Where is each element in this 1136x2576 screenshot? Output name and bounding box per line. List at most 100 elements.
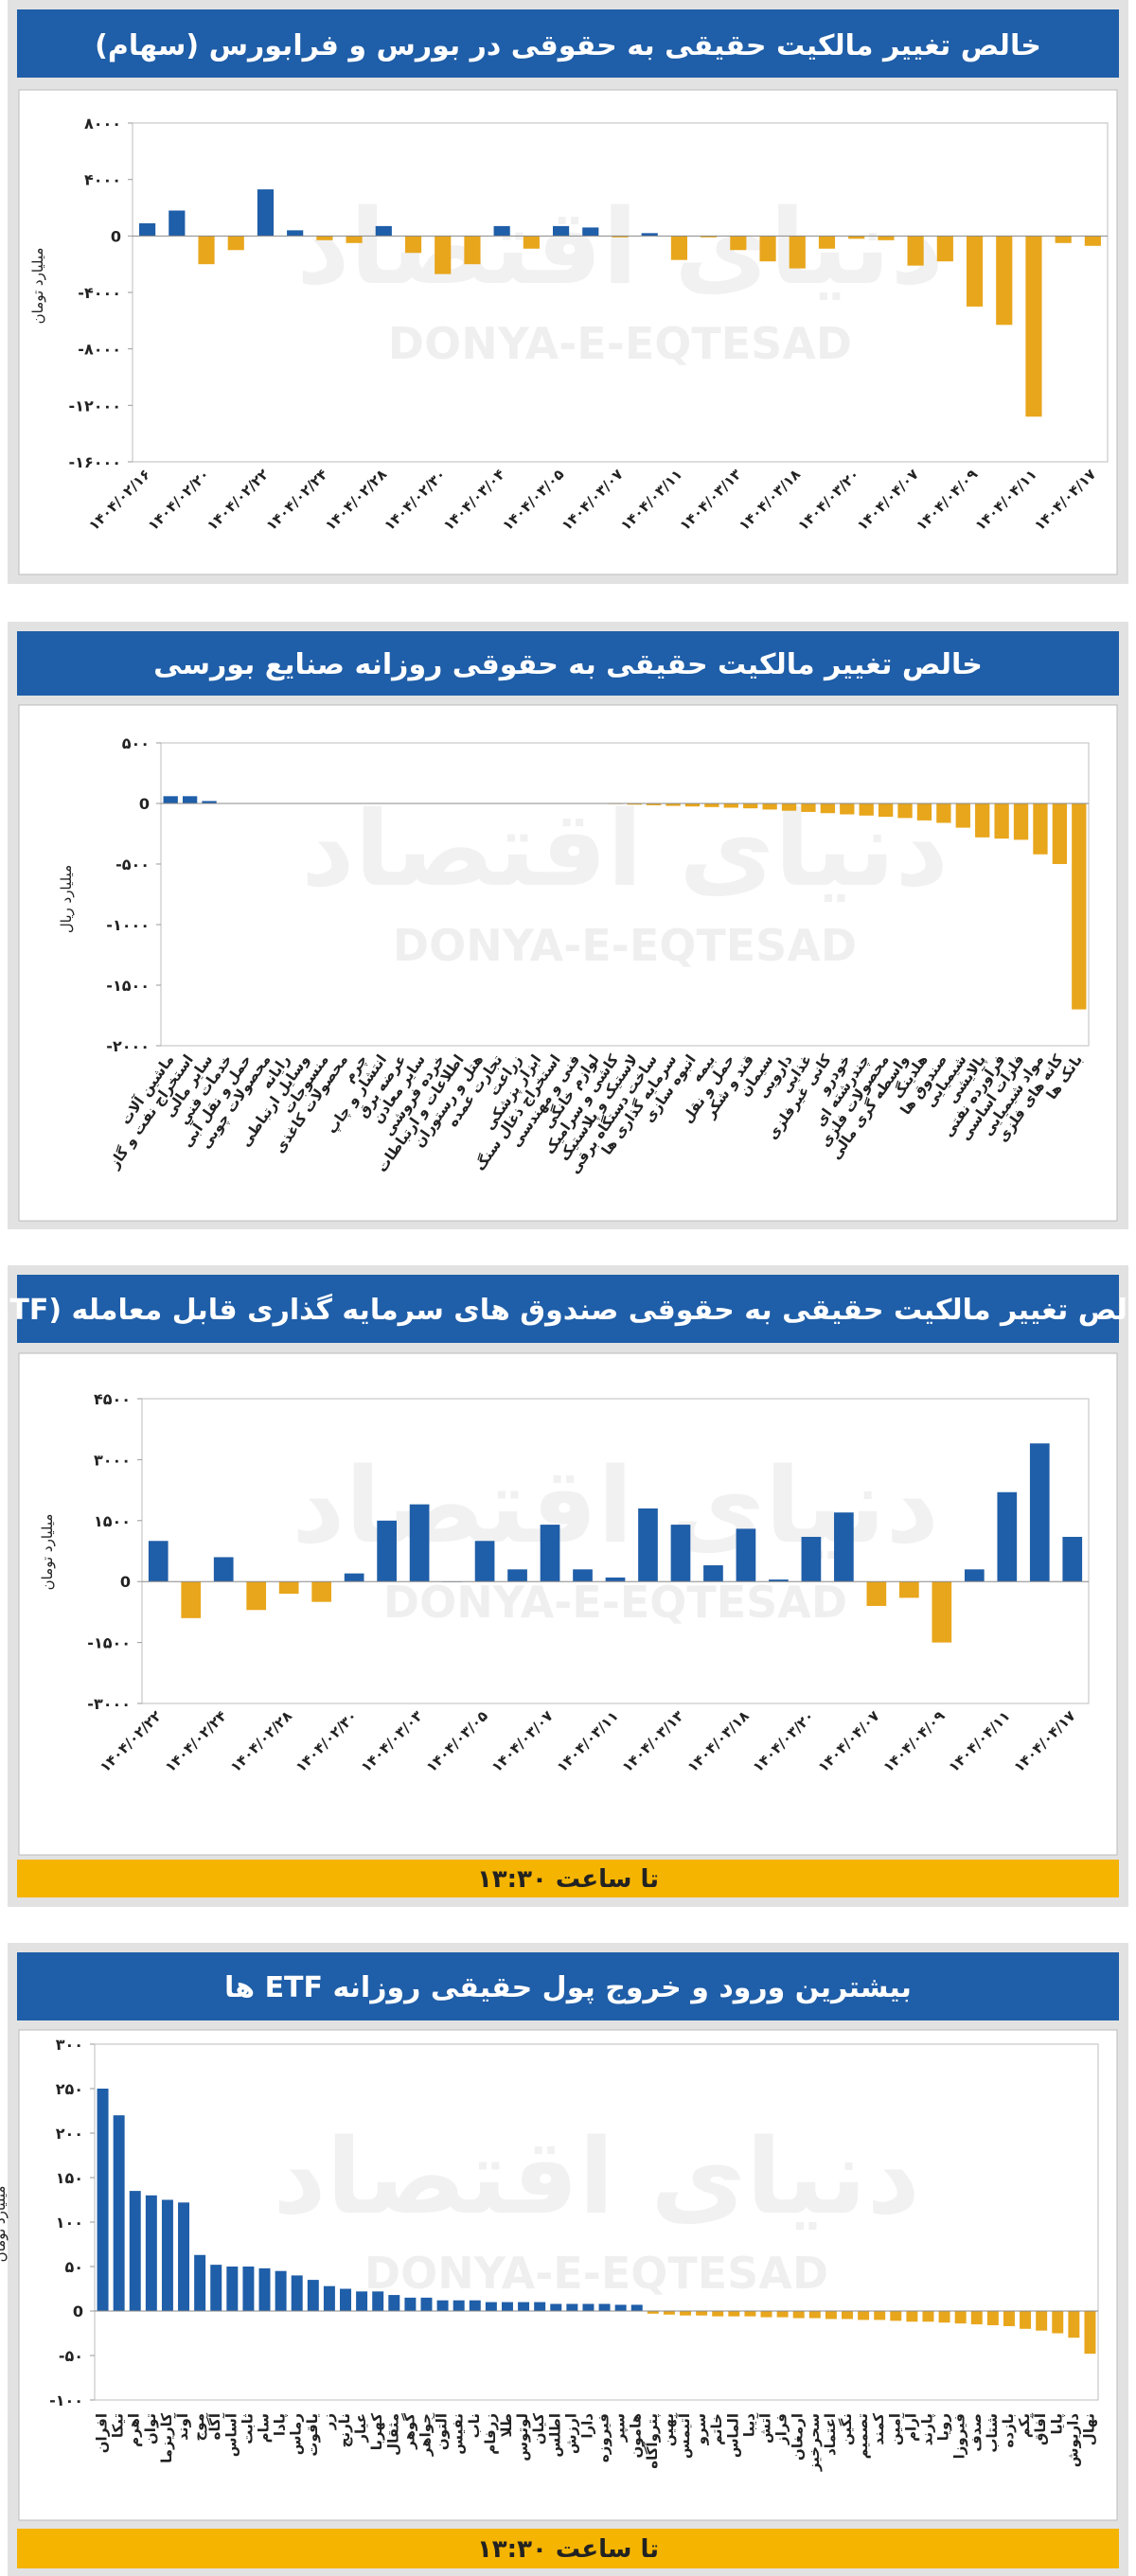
bar [638, 1508, 658, 1582]
bar [744, 2311, 756, 2317]
bar [202, 801, 217, 803]
x-tick-label: آساس [222, 2412, 240, 2457]
x-tick-label: کاریزما [158, 2413, 175, 2463]
y-tick-label: 0 [111, 227, 121, 245]
x-tick-label: مثقال [384, 2413, 401, 2456]
bar [936, 236, 953, 262]
y-tick-label: -۱۰۰۰ [106, 916, 150, 934]
bar [372, 2291, 384, 2311]
bar [1062, 1536, 1083, 1582]
bar [145, 2195, 157, 2311]
bar [760, 2311, 772, 2318]
bar [646, 803, 662, 805]
bar [825, 2311, 837, 2320]
bar [404, 236, 422, 254]
y-tick-label: -۱۵۰۰ [87, 1634, 131, 1652]
bar [344, 1573, 364, 1582]
plot-box [18, 89, 1118, 575]
bar [409, 1504, 430, 1582]
bar [507, 1569, 527, 1582]
bar [258, 2267, 271, 2311]
bar [420, 2297, 433, 2311]
bar [501, 2302, 513, 2311]
bar [859, 803, 874, 816]
watermark: DONYA-E-EQTESAD [364, 2248, 828, 2299]
y-tick-label: -۱۲۰۰۰ [69, 397, 121, 415]
y-tick-label: ۲۵۰ [56, 2080, 83, 2098]
bar [820, 803, 836, 814]
x-tick-label: ناب [466, 2413, 483, 2438]
x-tick-label: طلا [498, 2413, 515, 2438]
y-tick-label: -۱۵۰۰ [106, 977, 150, 995]
bar [627, 803, 642, 805]
x-tick-label: جواهر [417, 2413, 434, 2457]
plot-frame [141, 1398, 1090, 1704]
bar [614, 2304, 627, 2311]
bar [198, 236, 215, 265]
y-tick-label: -۵۰ [59, 2347, 83, 2365]
x-tick-label: آوند [174, 2412, 191, 2441]
bar [1084, 2311, 1096, 2355]
x-tick-label: آلتون [434, 2412, 451, 2450]
bar [858, 2311, 870, 2320]
x-tick-label: آرام [902, 2412, 919, 2442]
x-tick-label: افران [94, 2413, 111, 2453]
bar [518, 2302, 530, 2311]
bar [641, 233, 658, 237]
bar [213, 1557, 234, 1582]
bar [113, 2115, 125, 2311]
bar [612, 236, 629, 238]
x-tick-label: نهال [1080, 2413, 1097, 2445]
y-tick-label: 0 [73, 2303, 83, 2320]
chart-title: بیشترین ورود و خروج پول حقیقی روزانه ETF… [224, 1971, 912, 2004]
bar [163, 796, 178, 803]
bar [997, 1491, 1018, 1582]
bar [986, 2311, 999, 2326]
x-tick-label: نفیس [450, 2413, 467, 2455]
x-tick-label: بازده [1000, 2413, 1017, 2447]
x-tick-label: گوهر [400, 2413, 417, 2450]
x-tick-label: اهرم [126, 2413, 143, 2447]
bar [899, 1581, 919, 1598]
bar [703, 1565, 723, 1582]
bar [1029, 1443, 1050, 1582]
footer: تا ساعت ۱۳:۳۰ [477, 1865, 659, 1894]
y-tick-label: ۱۵۰۰ [94, 1512, 131, 1530]
watermark: دنیای اقتصاد [292, 1445, 939, 1566]
x-tick-label: اعتماد [822, 2413, 839, 2456]
bar [996, 236, 1013, 326]
x-tick-label: هامون [628, 2413, 645, 2459]
x-tick-label: نگین [838, 2413, 855, 2445]
title-bar [17, 9, 1119, 78]
bar [842, 2311, 853, 2320]
y-tick-label: -۱۰۰ [49, 2391, 83, 2409]
y-tick-label: ۲۰۰ [56, 2125, 83, 2143]
bar [356, 2291, 368, 2311]
x-tick-label: الماس [724, 2413, 741, 2458]
bar [666, 803, 681, 806]
bar [1013, 803, 1029, 840]
x-tick-label: ارزش [562, 2413, 579, 2454]
x-tick-label: فراز [773, 2413, 790, 2445]
bar [534, 2302, 546, 2311]
bar [704, 803, 719, 807]
x-tick-label: موج [190, 2413, 207, 2442]
bar [723, 803, 738, 808]
bar [377, 1520, 397, 1582]
bar [680, 2311, 692, 2316]
bar [728, 2311, 740, 2317]
x-tick-label: پادا [272, 2413, 290, 2436]
y-tick-label: ۸۰۰۰ [84, 115, 121, 132]
x-tick-label: یکم [1016, 2413, 1033, 2438]
bar [182, 796, 198, 803]
bar [388, 2295, 400, 2311]
plot-box [18, 704, 1118, 1222]
bar [485, 2302, 497, 2311]
bar [630, 2304, 643, 2311]
y-axis-label: میلیارد تومان [39, 1514, 56, 1591]
bar [307, 2280, 319, 2311]
bar [375, 225, 392, 237]
bar [242, 2267, 255, 2311]
bar [346, 236, 363, 243]
bar [194, 2254, 206, 2311]
